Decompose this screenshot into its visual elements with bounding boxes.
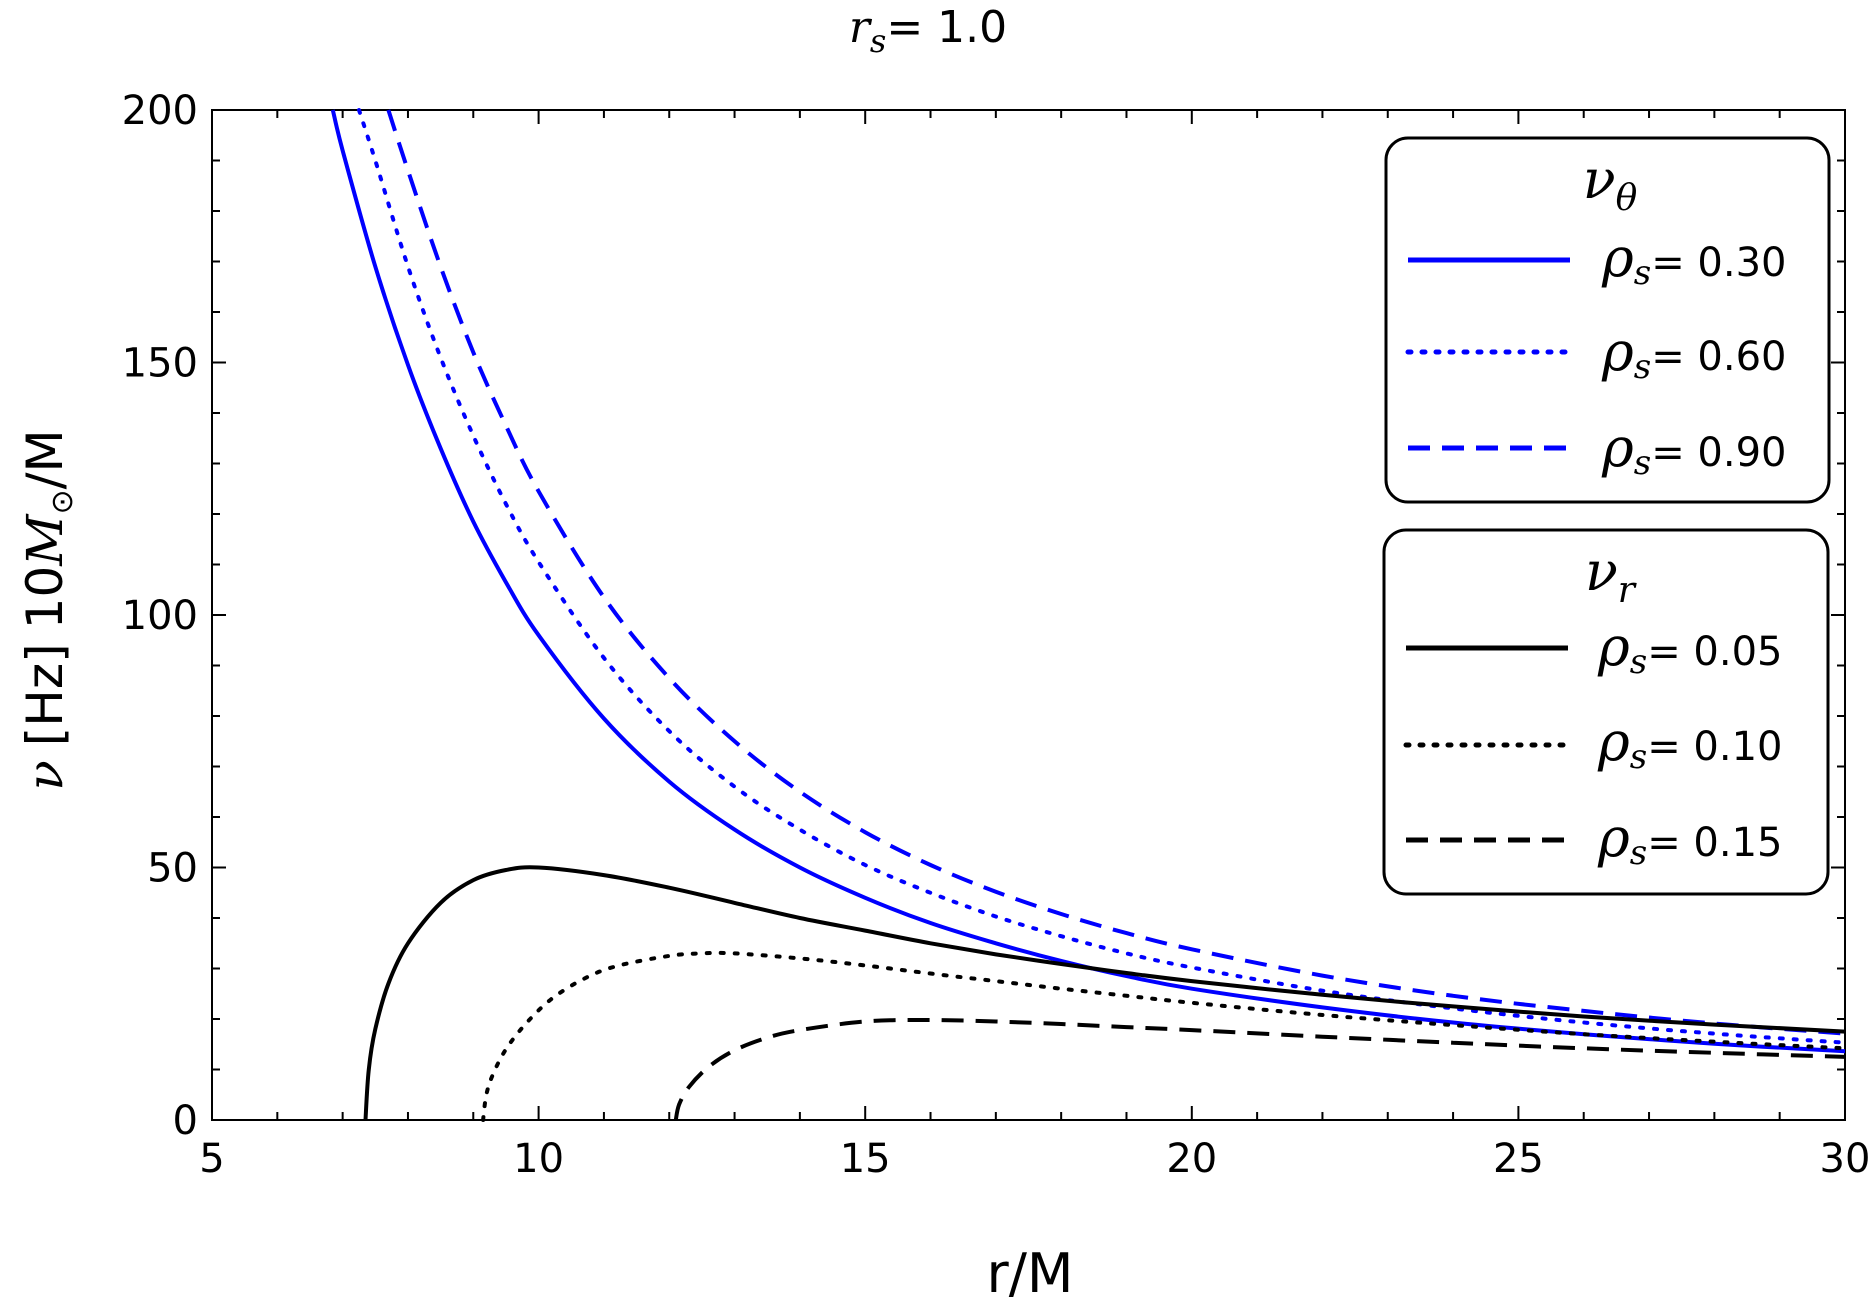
- legend-box-nu-theta: [1384, 136, 1831, 504]
- tick-labels: 5 10 15 20 25 30 0 50 100 150 200: [122, 88, 1871, 1182]
- y-label-tail: /M: [16, 429, 74, 489]
- y-tick-label: 0: [173, 1098, 198, 1144]
- legend-title-symbol: ν: [1585, 540, 1618, 603]
- y-tick-label: 50: [147, 846, 198, 892]
- x-axis-label: r/M: [987, 1242, 1074, 1305]
- legend-title-sub: θ: [1616, 178, 1638, 219]
- y-tick-label: 200: [122, 88, 198, 134]
- legend-title-sub: r: [1618, 570, 1637, 611]
- y-label-unit: [Hz]: [16, 643, 74, 746]
- x-tick-label: 30: [1820, 1136, 1871, 1182]
- series-line-5: [673, 1017, 1846, 1121]
- x-tick-label: 5: [199, 1136, 224, 1182]
- series-line-3: [363, 865, 1846, 1121]
- series-line-2: [386, 109, 1846, 1036]
- axis-ticks: [211, 109, 1846, 1121]
- legend-title-nu-r: νr: [1585, 540, 1637, 611]
- title-symbol: r: [849, 2, 873, 53]
- legend-entry-0.60: ρs= 0.60: [1601, 320, 1787, 387]
- legend-entry-0.15: ρs= 0.15: [1597, 806, 1783, 873]
- y-label-mass-sub: ⊙: [45, 489, 80, 514]
- x-tick-label: 15: [840, 1136, 891, 1182]
- chart-title: rs= 1.0: [849, 2, 1007, 60]
- legend-entry-0.30: ρs= 0.30: [1601, 226, 1787, 293]
- legend-nu-r: νr ρs= 0.05 ρs= 0.10 ρs= 0.15: [1382, 528, 1830, 896]
- series-line-0: [330, 109, 1846, 1054]
- legend-entry-0.10: ρs= 0.10: [1597, 710, 1783, 777]
- title-subscript: s: [870, 22, 886, 60]
- x-tick-label: 20: [1166, 1136, 1217, 1182]
- y-tick-label: 100: [122, 593, 198, 639]
- y-axis-label: ν [Hz] 10M⊙/M: [16, 429, 80, 790]
- title-text: = 1.0: [886, 2, 1007, 53]
- data-series: [330, 108, 1847, 1122]
- x-tick-label: 10: [513, 1136, 564, 1182]
- legend-title-symbol: ν: [1583, 148, 1616, 211]
- legend-nu-theta: νθ ρs= 0.30 ρs= 0.60 ρs= 0.90: [1384, 136, 1831, 504]
- y-label-scale: 10: [16, 566, 74, 630]
- series-line-1: [357, 108, 1847, 1045]
- legend-entry-0.05: ρs= 0.05: [1597, 615, 1783, 682]
- x-tick-label: 25: [1493, 1136, 1544, 1182]
- legend-entry-0.90: ρs= 0.90: [1601, 416, 1787, 483]
- legend-title-nu-theta: νθ: [1583, 148, 1638, 219]
- y-label-symbol: ν: [16, 760, 74, 790]
- y-label-mass: M: [16, 513, 74, 567]
- legend-box-nu-r: [1382, 528, 1830, 896]
- y-tick-label: 150: [122, 341, 198, 387]
